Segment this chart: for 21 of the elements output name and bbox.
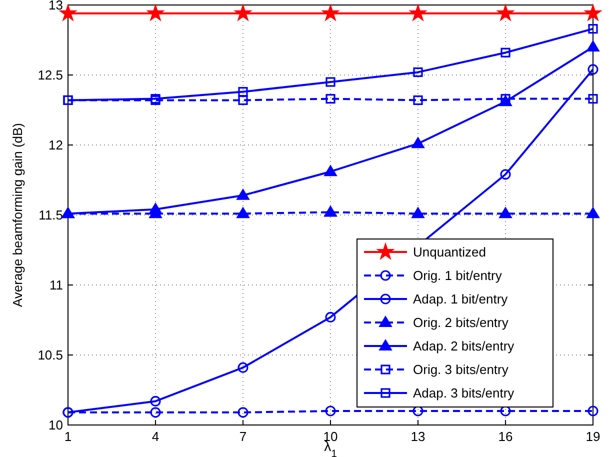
y-tick-label: 12.5	[38, 68, 63, 82]
legend-label: Orig. 3 bits/entry	[413, 362, 509, 377]
y-tick-label: 11	[50, 278, 63, 292]
y-tick-label: 13	[48, 0, 63, 12]
x-tick-label: 13	[410, 429, 426, 444]
x-tick-label: 4	[152, 429, 160, 444]
y-tick-label: 10.5	[38, 348, 63, 362]
y-tick-label: 12	[48, 138, 63, 152]
legend-label: Adap. 3 bits/entry	[413, 386, 515, 400]
legend-label: Orig. 1 bit/entry	[413, 268, 502, 283]
legend-label: Unquantized	[413, 244, 486, 260]
legend-label: Adap. 2 bits/entry	[413, 338, 515, 354]
y-tick-label: 11.5	[38, 208, 63, 222]
y-tick-label: 10	[48, 418, 63, 432]
y-axis-title: Average beamforming gain (dB)	[10, 122, 25, 308]
x-tick-label: 7	[239, 429, 247, 444]
x-tick-label: 16	[498, 429, 513, 444]
legend-label: Orig. 2 bits/entry	[413, 315, 509, 330]
legend-label: Adap. 1 bit/entry	[413, 292, 508, 306]
x-tick-label: 1	[64, 429, 72, 444]
x-tick-label: 19	[586, 429, 600, 444]
